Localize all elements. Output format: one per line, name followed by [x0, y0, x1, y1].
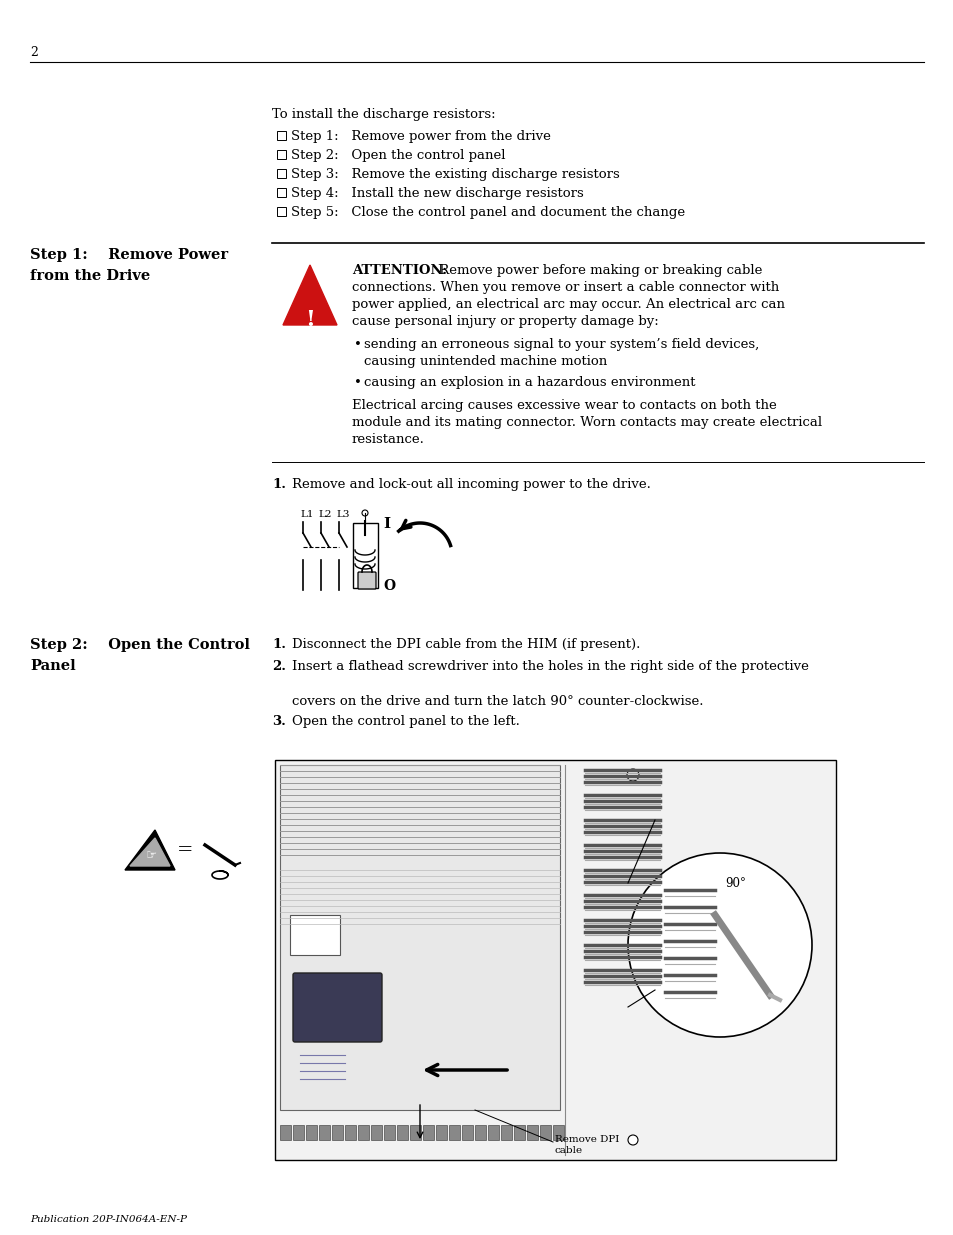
Text: resistance.: resistance.: [352, 433, 424, 446]
Circle shape: [627, 853, 811, 1037]
Text: ☞: ☞: [146, 848, 157, 862]
Text: Step 3:   Remove the existing discharge resistors: Step 3: Remove the existing discharge re…: [291, 168, 619, 182]
Bar: [345, 1125, 355, 1140]
Bar: [306, 1125, 316, 1140]
Text: •: •: [354, 338, 361, 351]
Bar: [449, 1125, 459, 1140]
Circle shape: [626, 769, 639, 781]
Bar: [332, 1125, 343, 1140]
Text: •: •: [354, 375, 361, 389]
Text: L2: L2: [317, 510, 331, 519]
Bar: [276, 149, 286, 159]
Text: Step 2:    Open the Control
Panel: Step 2: Open the Control Panel: [30, 638, 250, 673]
Text: sending an erroneous signal to your system’s field devices,: sending an erroneous signal to your syst…: [364, 338, 759, 351]
Text: =: =: [176, 841, 193, 860]
Bar: [318, 1125, 330, 1140]
Bar: [553, 1125, 563, 1140]
Text: connections. When you remove or insert a cable connector with: connections. When you remove or insert a…: [352, 282, 779, 294]
Text: Step 1:    Remove Power
from the Drive: Step 1: Remove Power from the Drive: [30, 248, 228, 283]
Text: Remove power before making or breaking cable: Remove power before making or breaking c…: [435, 264, 761, 277]
Text: Step 1:   Remove power from the drive: Step 1: Remove power from the drive: [291, 130, 550, 143]
Text: O: O: [382, 579, 395, 593]
Text: covers on the drive and turn the latch 90° counter-clockwise.: covers on the drive and turn the latch 9…: [292, 695, 702, 708]
Polygon shape: [130, 839, 170, 866]
Text: Insert a flathead screwdriver into the holes in the right side of the protective: Insert a flathead screwdriver into the h…: [292, 659, 808, 673]
Bar: [500, 1125, 512, 1140]
Bar: [410, 1125, 420, 1140]
Text: 2.: 2.: [272, 659, 286, 673]
Text: Electrical arcing causes excessive wear to contacts on both the: Electrical arcing causes excessive wear …: [352, 399, 776, 412]
Bar: [280, 764, 559, 1110]
Text: Remove and lock-out all incoming power to the drive.: Remove and lock-out all incoming power t…: [292, 478, 650, 492]
Text: cause personal injury or property damage by:: cause personal injury or property damage…: [352, 315, 659, 329]
Circle shape: [361, 510, 368, 516]
Bar: [371, 1125, 381, 1140]
Text: L1: L1: [299, 510, 314, 519]
Text: L3: L3: [335, 510, 349, 519]
Text: I: I: [382, 517, 390, 531]
Text: Remove DPI
cable: Remove DPI cable: [555, 1135, 618, 1155]
Bar: [475, 1125, 485, 1140]
Text: causing an explosion in a hazardous environment: causing an explosion in a hazardous envi…: [364, 375, 695, 389]
Text: 2: 2: [30, 46, 38, 58]
Text: Publication 20P-IN064A-EN-P: Publication 20P-IN064A-EN-P: [30, 1215, 187, 1224]
Bar: [396, 1125, 408, 1140]
Text: ATTENTION:: ATTENTION:: [352, 264, 447, 277]
Text: causing unintended machine motion: causing unintended machine motion: [364, 354, 607, 368]
Text: !: !: [305, 309, 314, 331]
Bar: [539, 1125, 551, 1140]
Text: Step 2:   Open the control panel: Step 2: Open the control panel: [291, 149, 505, 162]
FancyBboxPatch shape: [293, 973, 381, 1042]
Bar: [514, 1125, 524, 1140]
Bar: [488, 1125, 498, 1140]
Bar: [276, 188, 286, 198]
Polygon shape: [283, 266, 336, 325]
Bar: [526, 1125, 537, 1140]
Text: Step 5:   Close the control panel and document the change: Step 5: Close the control panel and docu…: [291, 206, 684, 219]
Text: Open the control panel to the left.: Open the control panel to the left.: [292, 715, 519, 727]
Text: Step 4:   Install the new discharge resistors: Step 4: Install the new discharge resist…: [291, 186, 583, 200]
Text: 3.: 3.: [272, 715, 286, 727]
Bar: [276, 169, 286, 178]
Bar: [422, 1125, 434, 1140]
Text: Disconnect the DPI cable from the HIM (if present).: Disconnect the DPI cable from the HIM (i…: [292, 638, 639, 651]
Bar: [293, 1125, 304, 1140]
Bar: [276, 131, 286, 140]
Bar: [357, 1125, 369, 1140]
Text: 90°: 90°: [724, 877, 745, 890]
Bar: [353, 522, 377, 588]
Bar: [280, 1125, 291, 1140]
Bar: [290, 915, 339, 955]
Bar: [461, 1125, 473, 1140]
Text: 1.: 1.: [272, 638, 286, 651]
Text: To install the discharge resistors:: To install the discharge resistors:: [272, 107, 496, 121]
Bar: [274, 760, 835, 1160]
Polygon shape: [125, 830, 174, 869]
Bar: [384, 1125, 395, 1140]
Text: power applied, an electrical arc may occur. An electrical arc can: power applied, an electrical arc may occ…: [352, 298, 784, 311]
FancyBboxPatch shape: [357, 572, 375, 589]
Bar: [436, 1125, 447, 1140]
Text: 1.: 1.: [272, 478, 286, 492]
Circle shape: [627, 1135, 638, 1145]
Text: module and its mating connector. Worn contacts may create electrical: module and its mating connector. Worn co…: [352, 416, 821, 429]
Bar: [276, 207, 286, 216]
